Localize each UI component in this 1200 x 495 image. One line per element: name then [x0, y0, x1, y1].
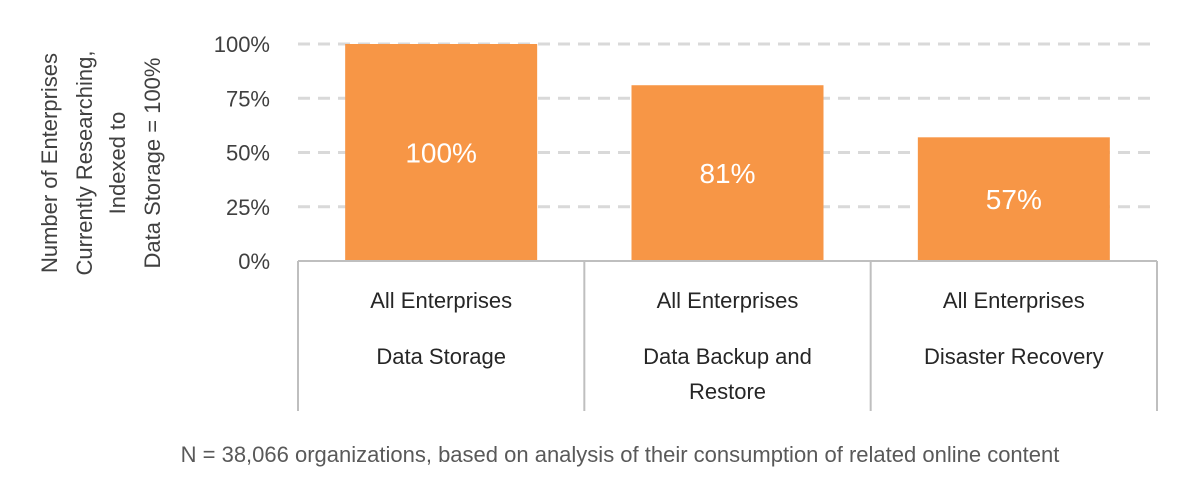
y-axis-label-line: Data Storage = 100%: [140, 58, 165, 269]
footnote: N = 38,066 organizations, based on analy…: [181, 442, 1060, 467]
category-group-label: All Enterprises: [657, 288, 799, 313]
bar: [917, 137, 1110, 261]
y-axis-label-line: Currently Researching,: [72, 51, 97, 276]
category-group-label: All Enterprises: [943, 288, 1085, 313]
y-tick-label: 75%: [226, 86, 270, 111]
bar-value-label: 57%: [986, 184, 1042, 215]
category-axis: All Enterprises Data Storage All Enterpris…: [297, 260, 1158, 411]
bar-value-label: 81%: [699, 158, 755, 189]
y-tick-label: 50%: [226, 141, 270, 166]
bars: 100% 81% 57%: [345, 44, 1110, 261]
bar: [631, 85, 824, 261]
category-label: Disaster Recovery: [924, 344, 1104, 369]
y-tick-label: 25%: [226, 195, 270, 220]
y-axis-label-line: Number of Enterprises: [37, 53, 62, 273]
y-axis-label-line: Indexed to: [105, 112, 130, 215]
category-label: Data Storage: [376, 344, 506, 369]
y-axis-label: Number of Enterprises Currently Researchi…: [37, 51, 165, 276]
y-axis-ticks: 0% 25% 50% 75% 100%: [214, 32, 270, 274]
category-label: Restore: [689, 379, 766, 404]
category-group-label: All Enterprises: [370, 288, 512, 313]
category-label: Data Backup and: [643, 344, 812, 369]
y-tick-label: 0%: [238, 249, 270, 274]
bar: [345, 44, 538, 261]
y-tick-label: 100%: [214, 32, 270, 57]
bar-value-label: 100%: [405, 138, 477, 169]
